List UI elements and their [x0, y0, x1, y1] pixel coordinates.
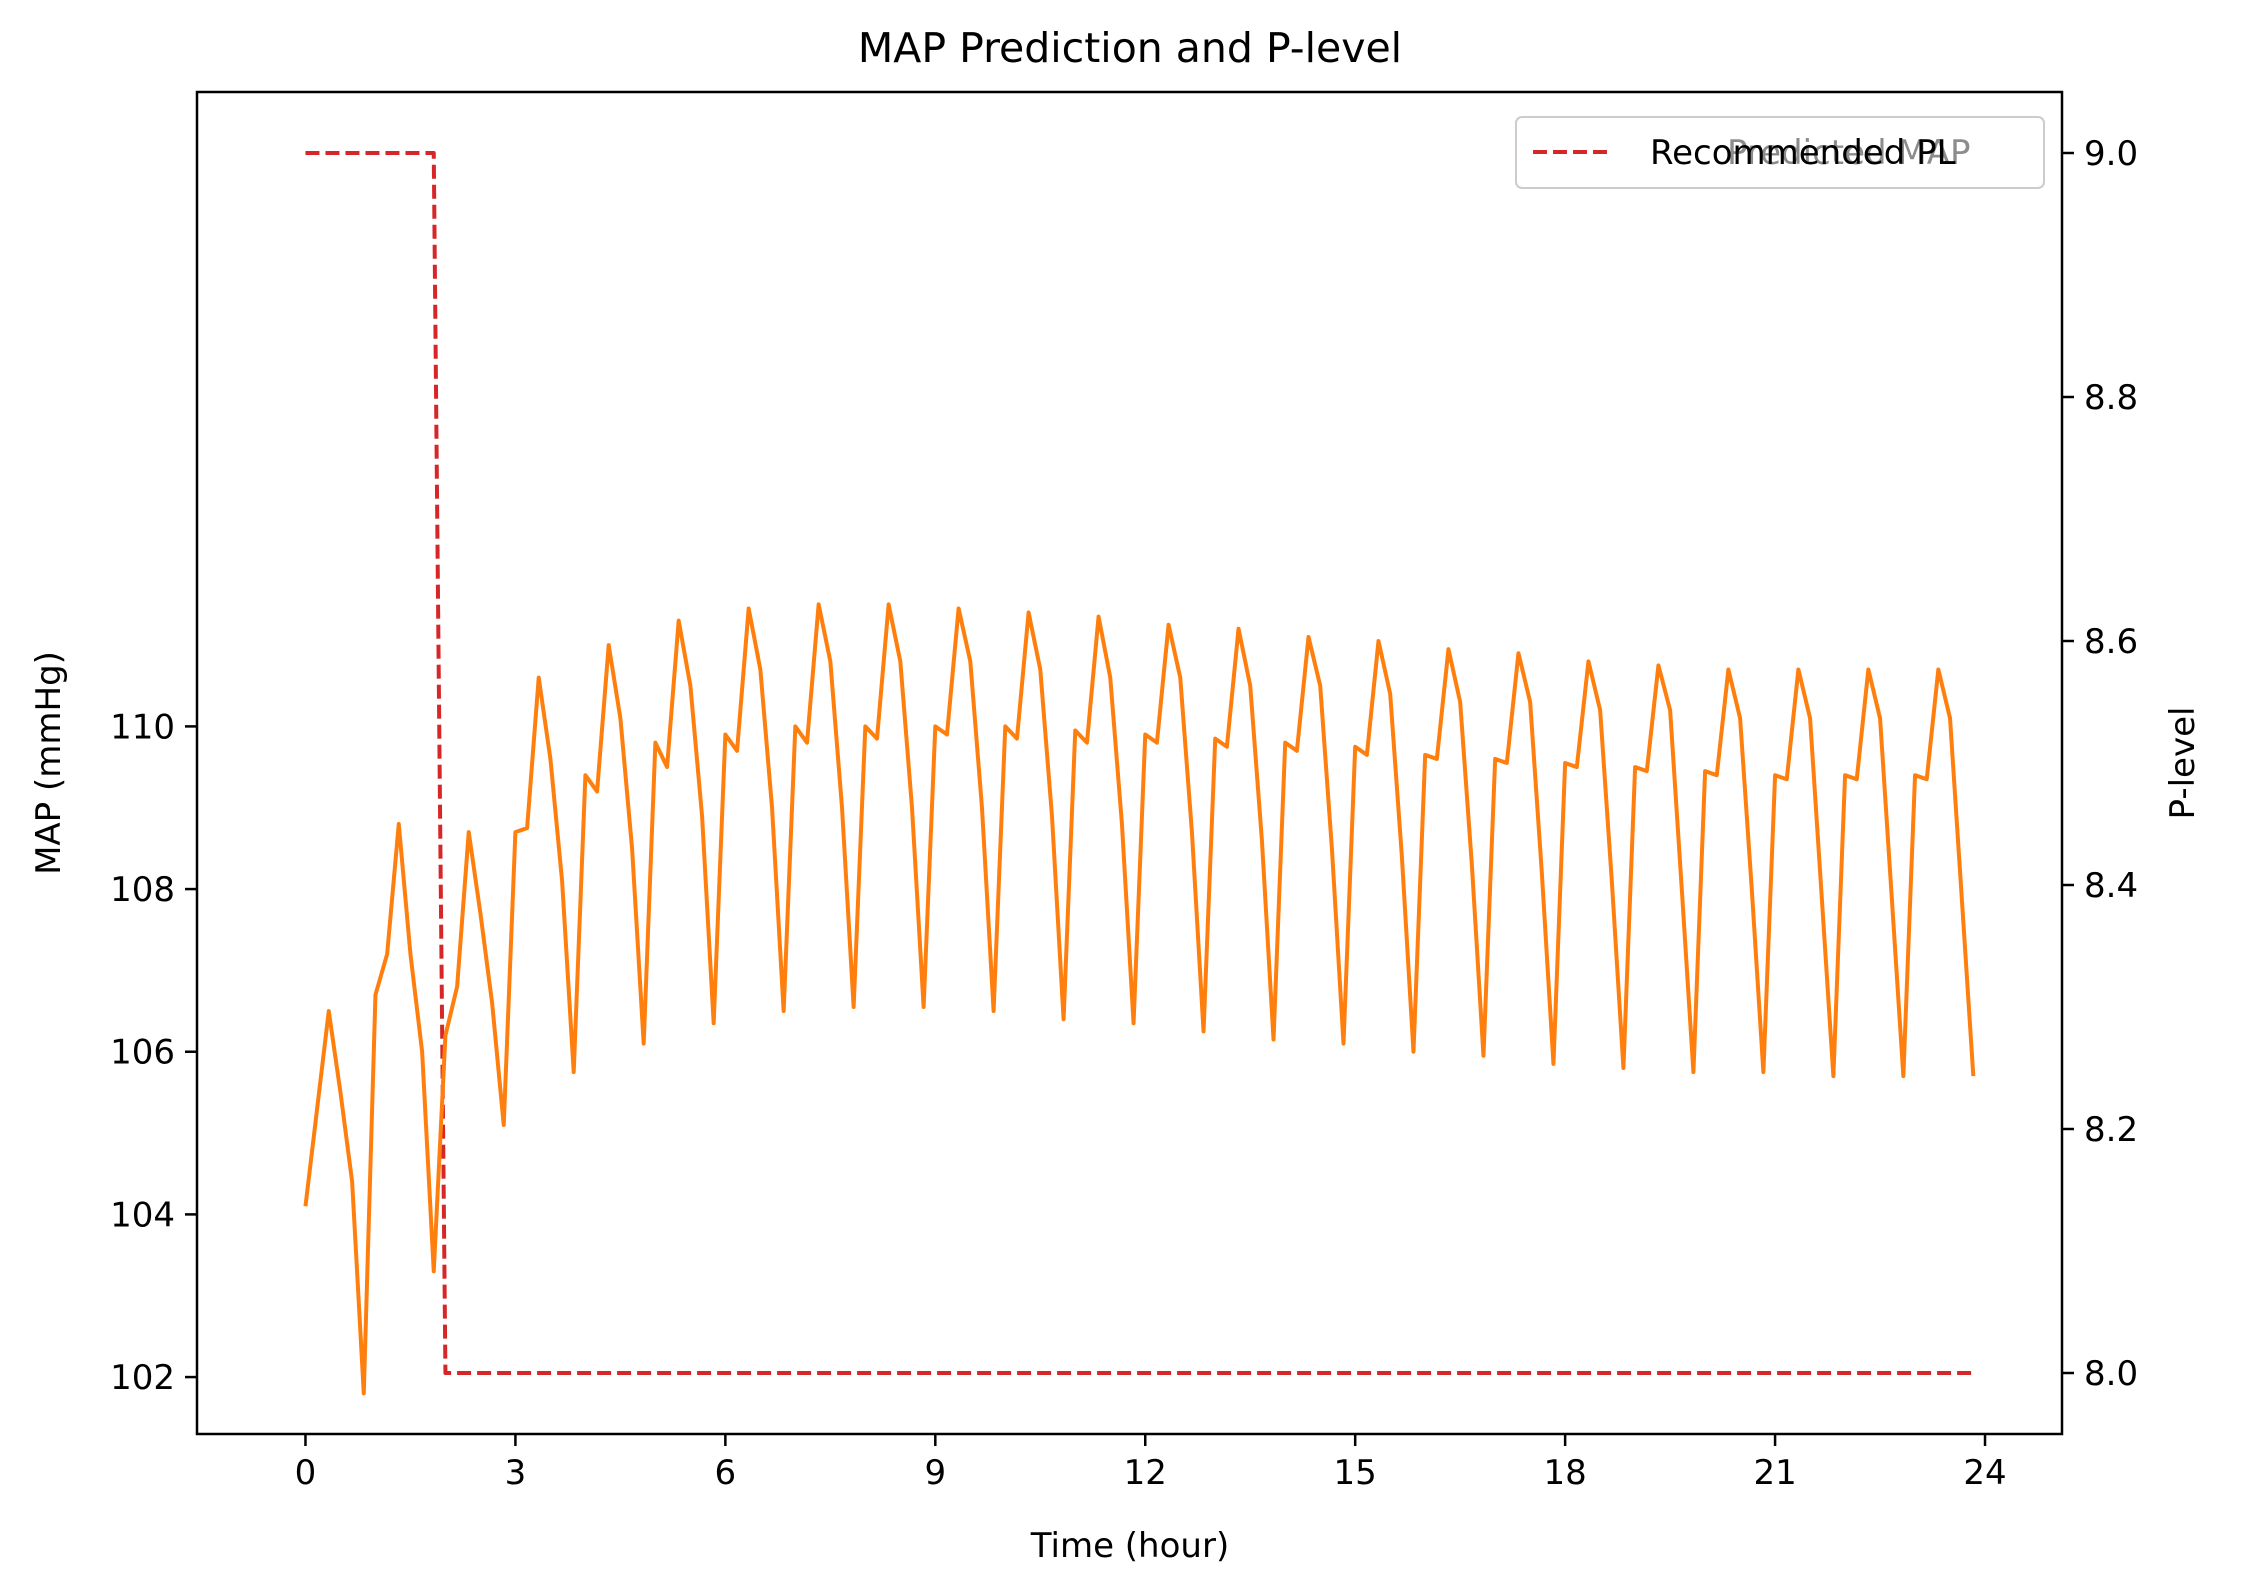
plot-frame — [195, 90, 2064, 1436]
legend-box — [1515, 116, 2045, 189]
y-right-tick-label: 8.6 — [2084, 622, 2138, 662]
x-tick-label: 12 — [1124, 1453, 1167, 1493]
plot-lines — [303, 151, 1976, 1396]
x-tick-label: 3 — [505, 1453, 527, 1493]
legend-entry-recommended-pl: Recommended PL — [1650, 133, 1956, 173]
series-line-predicted-map — [303, 602, 1976, 1396]
x-tick-label: 9 — [924, 1453, 946, 1493]
x-tick-label: 0 — [295, 1453, 317, 1493]
x-tick-label: 6 — [715, 1453, 737, 1493]
y-right-tick-label: 8.8 — [2084, 378, 2138, 418]
chart-title: MAP Prediction and P-level — [858, 24, 1402, 72]
x-tick-label: 15 — [1334, 1453, 1377, 1493]
x-tick-label: 21 — [1753, 1453, 1796, 1493]
legend-entry-hidden: Predicted MAP — [1727, 133, 1971, 173]
x-tick-label: 24 — [1963, 1453, 2006, 1493]
series-line-recommended-pl — [305, 151, 1974, 1375]
x-tick-label: 18 — [1544, 1453, 1587, 1493]
y-axis-right-label: P-level — [2163, 707, 2203, 820]
x-axis-label: Time (hour) — [1030, 1526, 1229, 1566]
y-left-tick-label: 106 — [110, 1033, 175, 1073]
axes-ticks: 0 3 6 9 12 15 18 21 24 102 104 106 108 110 8.0 8.2 8.4 8.… — [110, 134, 2138, 1493]
y-right-tick-label: 9.0 — [2084, 134, 2138, 174]
y-right-tick-label: 8.2 — [2084, 1110, 2138, 1150]
y-axis-left-label: MAP (mmHg) — [29, 651, 69, 875]
y-left-tick-label: 110 — [110, 707, 175, 747]
y-right-tick-label: 8.4 — [2084, 866, 2138, 906]
y-right-tick-label: 8.0 — [2084, 1354, 2138, 1394]
y-left-tick-label: 104 — [110, 1195, 175, 1235]
y-left-tick-label: 108 — [110, 870, 175, 910]
y-left-tick-label: 102 — [110, 1358, 175, 1398]
legend: Predicted MAP Recommended PL — [1515, 116, 2045, 189]
